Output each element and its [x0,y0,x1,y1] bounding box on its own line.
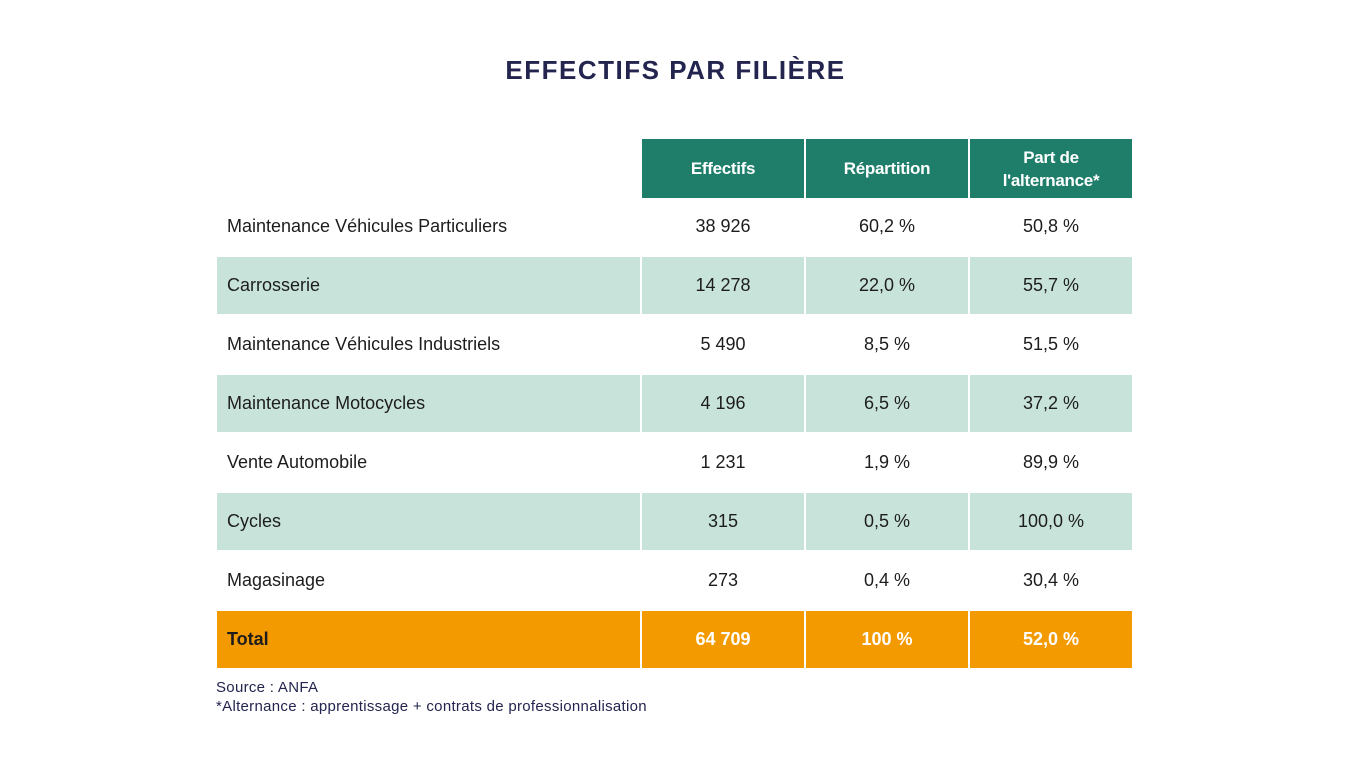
cell-effectifs: 14 278 [642,257,804,314]
row-label: Maintenance Véhicules Particuliers [227,216,508,236]
footnote: *Alternance : apprentissage + contrats d… [216,698,647,715]
cell-repartition: 1,9 % [863,452,911,472]
table-row: Maintenance Véhicules Particuliers 38 92… [217,198,1133,255]
cell-alternance: 89,9 % [1022,452,1080,472]
cell-effectifs: 315 [642,493,804,550]
cell-alternance: 30,4 % [1022,570,1080,590]
column-header-repartition: Répartition [806,139,968,198]
source-note: Source : ANFA [216,679,319,696]
column-header-line: l'alternance* [1002,170,1100,190]
row-label: Cycles [217,493,640,550]
column-header-line: Effectifs [690,159,756,178]
table-total-row: Total 64 709 100 % 52,0 % [217,611,1133,668]
cell-alternance: 50,8 % [1022,216,1080,236]
table-row: Cycles 315 0,5 % 100,0 % [217,493,1133,550]
data-table: Effectifs Répartition Part de l'alternan… [217,139,1133,670]
row-label: Carrosserie [217,257,640,314]
chart-notes: Source : ANFA *Alternance : apprentissag… [216,678,647,716]
cell-repartition: 22,0 % [806,257,968,314]
row-label: Maintenance Motocycles [217,375,640,432]
cell-repartition: 0,4 % [863,570,911,590]
total-label: Total [217,611,640,668]
row-label: Maintenance Véhicules Industriels [227,334,501,354]
table-row: Magasinage 273 0,4 % 30,4 % [217,552,1133,609]
cell-effectifs: 1 231 [700,452,746,472]
cell-effectifs: 4 196 [642,375,804,432]
cell-repartition: 0,5 % [806,493,968,550]
column-header-line: Part de [1023,147,1079,167]
table-row: Maintenance Motocycles 4 196 6,5 % 37,2 … [217,375,1133,432]
table-row: Maintenance Véhicules Industriels 5 490 … [217,316,1133,373]
table-row: Carrosserie 14 278 22,0 % 55,7 % [217,257,1133,314]
cell-effectifs: 38 926 [695,216,751,236]
column-header-alternance: Part de l'alternance* [970,139,1132,198]
cell-repartition: 60,2 % [858,216,916,236]
cell-alternance: 51,5 % [1022,334,1080,354]
total-alternance: 52,0 % [970,611,1132,668]
cell-repartition: 6,5 % [806,375,968,432]
cell-repartition: 8,5 % [863,334,911,354]
cell-effectifs: 5 490 [700,334,746,354]
total-effectifs: 64 709 [642,611,804,668]
cell-alternance: 37,2 % [970,375,1132,432]
cell-alternance: 100,0 % [970,493,1132,550]
row-label: Vente Automobile [227,452,368,472]
column-header-effectifs: Effectifs [642,139,804,198]
table-header-row: Effectifs Répartition Part de l'alternan… [217,139,1133,198]
chart-title: EFFECTIFS PAR FILIÈRE [505,55,846,85]
column-header-line: Répartition [843,159,931,178]
cell-alternance: 55,7 % [970,257,1132,314]
table-row: Vente Automobile 1 231 1,9 % 89,9 % [217,434,1133,491]
total-repartition: 100 % [806,611,968,668]
cell-effectifs: 273 [707,570,739,590]
row-label: Magasinage [227,570,326,590]
header-empty-cell [217,139,640,198]
